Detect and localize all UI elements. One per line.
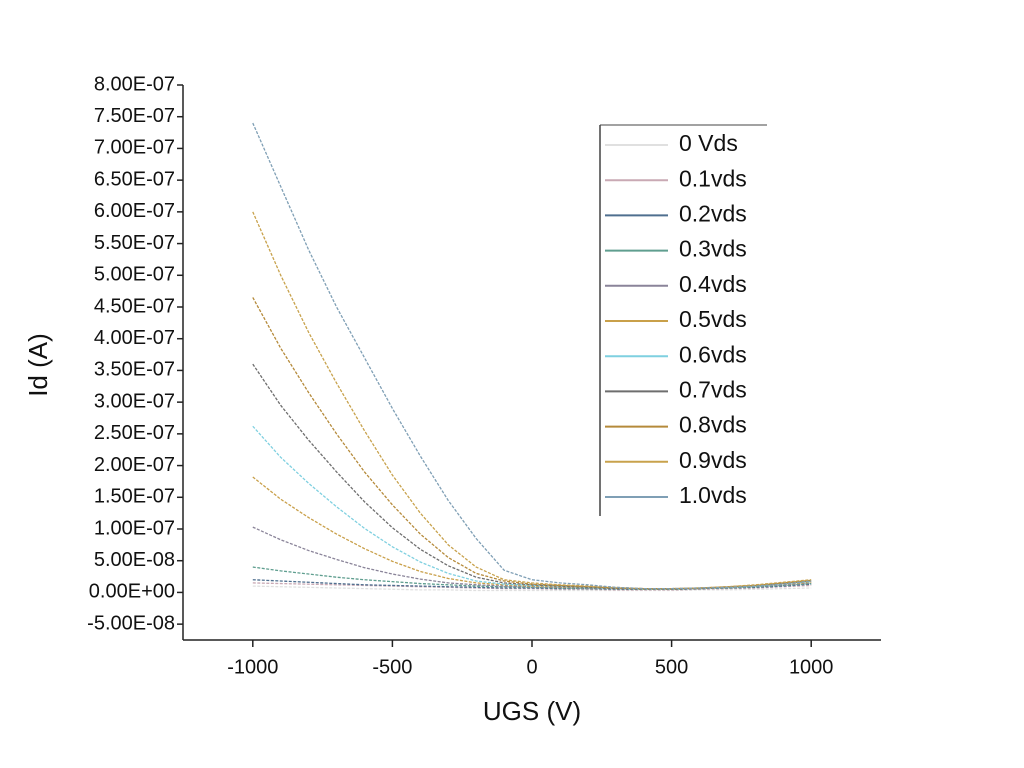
y-tick-label: 3.00E-07: [94, 390, 175, 412]
legend-label: 0.2vds: [679, 200, 747, 226]
y-tick-label: 4.00E-07: [94, 327, 175, 349]
legend-label: 0.7vds: [679, 376, 747, 402]
y-tick-label: 2.50E-07: [94, 422, 175, 444]
y-tick-label: 3.50E-07: [94, 359, 175, 381]
x-tick-label: 500: [655, 656, 688, 678]
legend-label: 0 Vds: [679, 130, 738, 156]
x-axis-title: UGS (V): [483, 696, 581, 726]
y-axis-title: Id (A): [23, 333, 53, 397]
y-tick-label: 1.00E-07: [94, 517, 175, 539]
data-line: [252, 585, 812, 592]
legend-label: 0.4vds: [679, 271, 747, 297]
y-tick-label: 1.50E-07: [94, 486, 175, 508]
y-tick-label: 7.50E-07: [94, 105, 175, 127]
y-tick-label: 5.00E-07: [94, 264, 175, 286]
y-tick-label: 5.00E-08: [94, 549, 175, 571]
y-tick-label: 7.00E-07: [94, 137, 175, 159]
y-tick-label: 2.00E-07: [94, 454, 175, 476]
legend-label: 1.0vds: [679, 482, 747, 508]
y-tick-label: 4.50E-07: [94, 295, 175, 317]
data-line: [252, 122, 812, 590]
legend-label: 0.9vds: [679, 447, 747, 473]
legend-label: 0.6vds: [679, 341, 747, 367]
legend-label: 0.3vds: [679, 236, 747, 262]
x-tick-label: -1000: [227, 656, 278, 678]
data-line: [252, 297, 812, 590]
y-tick-label: 8.00E-07: [94, 73, 175, 95]
legend-label: 0.5vds: [679, 306, 747, 332]
legend-label: 0.1vds: [679, 165, 747, 191]
y-tick-label: 5.50E-07: [94, 232, 175, 254]
x-tick-label: 0: [526, 656, 537, 678]
legend-label: 0.8vds: [679, 412, 747, 438]
y-tick-label: 0.00E+00: [89, 581, 175, 603]
y-tick-label: -5.00E-08: [87, 612, 175, 634]
y-tick-label: 6.00E-07: [94, 200, 175, 222]
x-tick-label: -500: [372, 656, 412, 678]
y-tick-label: 6.50E-07: [94, 168, 175, 190]
x-tick-label: 1000: [789, 656, 834, 678]
